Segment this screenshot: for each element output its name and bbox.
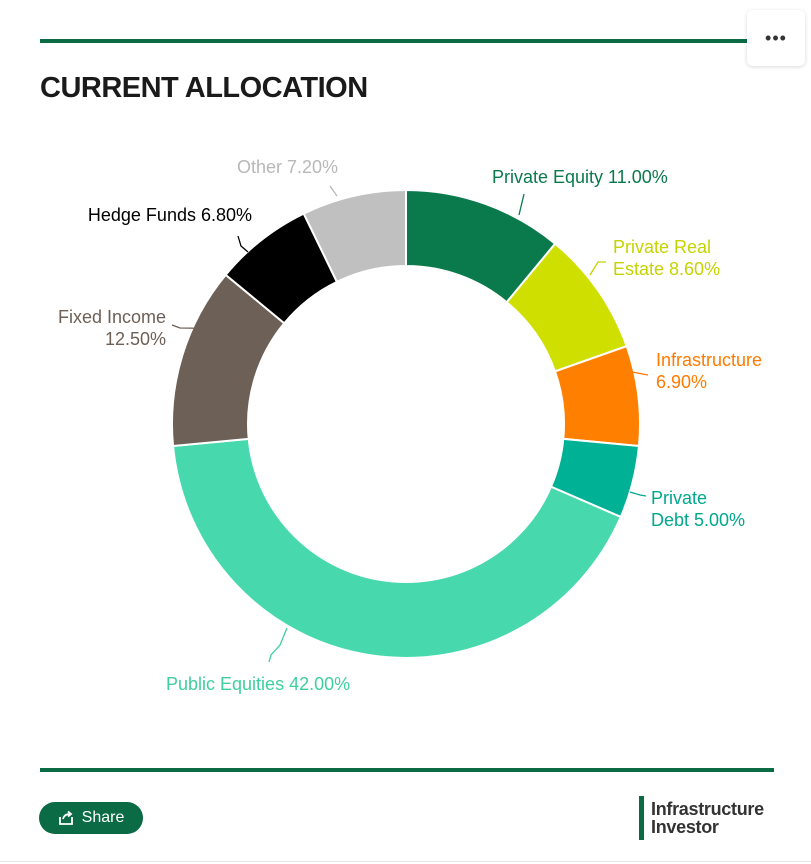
share-icon [58, 810, 73, 825]
donut-chart: Private Equity 11.00% Private Real Estate … [58, 157, 762, 694]
ellipsis-icon: ••• [765, 27, 787, 48]
connector-public-equities [268, 627, 288, 663]
slice-other[interactable] [302, 188, 407, 284]
label-fixed-income: Fixed Income 12.50% [58, 307, 166, 349]
bottom-rule [40, 768, 774, 772]
label-public-equities: Public Equities 42.00% [166, 674, 350, 694]
logo-line-1: Infrastructure [651, 799, 764, 819]
chart-title: CURRENT ALLOCATION [40, 72, 368, 104]
label-other: Other 7.20% [237, 157, 338, 177]
connector-private-debt [629, 491, 647, 497]
connector-infrastructure [631, 371, 649, 376]
share-button[interactable]: Share [39, 802, 143, 834]
connector-private-real-estate [589, 261, 606, 276]
logo-line-2: Investor [651, 817, 719, 837]
infrastructure-investor-logo: Infrastructure Investor [639, 796, 764, 840]
footer-divider [0, 861, 811, 862]
label-private-real-estate: Private Real Estate 8.60% [613, 237, 720, 279]
label-infrastructure: Infrastructure 6.90% [656, 350, 762, 392]
label-private-debt: Private Debt 5.00% [651, 488, 745, 530]
slice-public-equities[interactable] [171, 437, 623, 659]
top-rule [40, 39, 774, 43]
chart-menu-button[interactable]: ••• [747, 10, 805, 66]
connector-private-equity [518, 193, 525, 216]
connector-other [329, 185, 338, 197]
label-hedge-funds: Hedge Funds 6.80% [88, 205, 252, 225]
connector-hedge-funds [237, 235, 249, 253]
connector-fixed-income [171, 324, 252, 330]
label-private-equity: Private Equity 11.00% [492, 167, 668, 187]
share-label: Share [81, 809, 125, 826]
